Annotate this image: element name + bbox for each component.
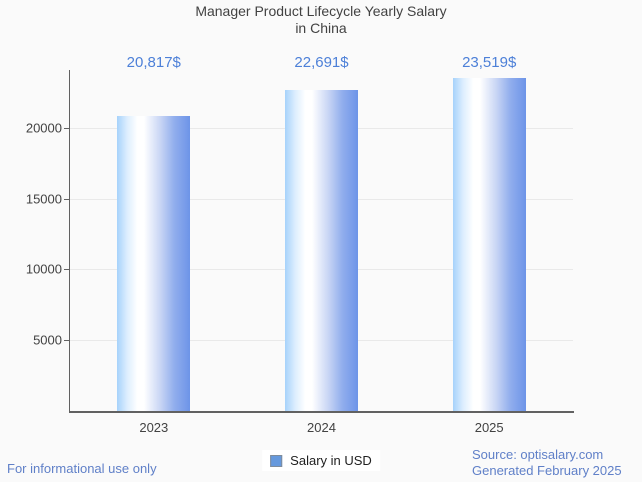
bar-2024[interactable] [285, 89, 358, 411]
x-axis-line [69, 411, 574, 413]
generated-text: Generated February 2025 [472, 463, 622, 478]
source-text: Source: optisalary.com [472, 447, 604, 462]
legend-swatch-icon [270, 454, 283, 467]
bar-value-label-2024: 22,691$ [294, 54, 349, 71]
bar-2025[interactable] [452, 78, 526, 411]
y-tickmark-5000 [64, 340, 70, 342]
y-tick-label-10000: 10000 [25, 261, 62, 277]
x-tick-label-2024: 2024 [307, 420, 336, 435]
chart-title-line2: in China [295, 20, 347, 36]
legend: Salary in USD [262, 450, 380, 471]
bar-value-label-2025: 23,519$ [462, 54, 517, 71]
y-tickmark-15000 [64, 198, 70, 200]
source-block: Source: optisalary.com Generated Februar… [472, 447, 622, 479]
x-tick-label-2025: 2025 [474, 420, 504, 435]
disclaimer-text: For informational use only [7, 461, 157, 476]
chart-title-line1: Manager Product Lifecycle Yearly Salary [195, 3, 447, 19]
bar-value-label-2023: 20,817$ [126, 54, 181, 71]
y-tickmark-20000 [64, 127, 70, 129]
y-tickmark-10000 [64, 269, 70, 271]
y-tick-label-20000: 20000 [25, 120, 62, 136]
x-tick-label-2023: 2023 [139, 420, 169, 435]
y-tick-label-5000: 5000 [33, 332, 62, 348]
legend-label: Salary in USD [290, 453, 372, 468]
bar-2023[interactable] [117, 116, 191, 411]
y-tick-label-15000: 15000 [25, 191, 62, 207]
chart-title: Manager Product Lifecycle Yearly Salary … [0, 3, 642, 37]
y-axis-line [69, 70, 70, 412]
